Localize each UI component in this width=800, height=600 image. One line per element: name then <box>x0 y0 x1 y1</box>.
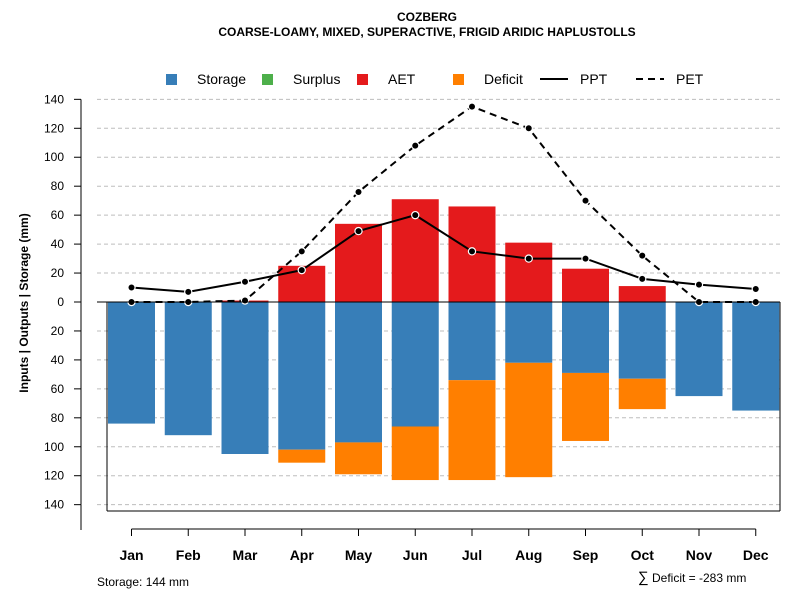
y-tick-label: 20 <box>51 266 65 280</box>
axes: 140 120 100 80 60 40 20 0 20 40 60 80 100 120 140 Jan Fe… <box>44 92 781 563</box>
bars <box>108 199 780 481</box>
x-tick-label: Apr <box>290 547 315 563</box>
pet-point <box>467 102 477 111</box>
storage-bar <box>618 302 666 379</box>
pet-point <box>638 251 647 260</box>
storage-bar <box>732 302 780 411</box>
storage-bar <box>164 302 212 436</box>
storage-bar <box>391 302 439 427</box>
x-tick-label: Aug <box>515 547 542 563</box>
x-tick-label: May <box>345 547 372 563</box>
pet-point <box>240 296 250 305</box>
x-tick-label: Sep <box>573 547 599 563</box>
legend-aet-label: AET <box>388 71 416 87</box>
y-tick-label: 100 <box>44 440 64 454</box>
ppt-point <box>297 265 306 275</box>
aet-bar <box>562 268 609 302</box>
legend-pet-label: PET <box>676 71 704 87</box>
x-tick-label: Jan <box>119 547 143 563</box>
pet-point <box>354 187 363 197</box>
ppt-point <box>524 254 533 263</box>
aet-bar <box>505 242 553 302</box>
storage-bar <box>675 302 723 397</box>
x-tick-label: Mar <box>233 547 258 563</box>
legend-surplus-swatch <box>262 74 273 85</box>
legend: Storage Surplus AET Deficit PPT PET <box>166 71 704 87</box>
y-tick-label: 120 <box>44 469 64 483</box>
storage-footer: Storage: 144 mm <box>97 575 189 589</box>
y-tick-label: 120 <box>44 121 64 135</box>
ppt-point <box>467 247 477 256</box>
x-tick-label: Jun <box>403 547 428 563</box>
pet-point <box>411 141 420 150</box>
y-tick-label: 0 <box>57 295 64 309</box>
x-tick-label: Nov <box>686 547 713 563</box>
legend-surplus-label: Surplus <box>293 71 340 87</box>
storage-bar <box>221 302 269 454</box>
deficit-bar <box>391 426 439 481</box>
storage-bar <box>505 302 553 363</box>
sum-symbol: ∑ <box>638 569 649 586</box>
y-tick-label: 60 <box>51 208 65 222</box>
storage-bar <box>335 302 382 443</box>
chart-subtitle: COARSE-LOAMY, MIXED, SUPERACTIVE, FRIGID… <box>218 25 635 39</box>
storage-bar <box>278 302 326 450</box>
y-tick-label: 40 <box>51 353 65 367</box>
storage-bar <box>562 302 609 373</box>
pet-line <box>131 105 756 303</box>
ppt-point <box>638 274 647 284</box>
ppt-point <box>581 254 590 263</box>
storage-bar <box>448 302 496 381</box>
legend-deficit-swatch <box>453 74 464 85</box>
y-tick-label: 40 <box>51 237 65 251</box>
ppt-point <box>127 283 136 292</box>
storage-bar <box>108 302 155 424</box>
ppt-point <box>354 226 363 236</box>
x-tick-label: Oct <box>631 547 655 563</box>
deficit-bar <box>505 362 553 478</box>
y-tick-label: 60 <box>51 382 65 396</box>
lines <box>127 102 760 307</box>
x-tick-label: Feb <box>176 547 201 563</box>
ppt-line <box>131 214 756 293</box>
x-tick-label: Jul <box>462 547 482 563</box>
chart-title: COZBERG <box>397 10 457 24</box>
legend-deficit-label: Deficit <box>484 71 523 87</box>
y-tick-label: 100 <box>44 150 64 164</box>
ppt-point <box>184 287 193 297</box>
x-tick-label: Dec <box>743 547 769 563</box>
pet-point <box>524 124 533 133</box>
deficit-footer: Deficit = -283 mm <box>652 571 746 585</box>
deficit-bar <box>618 378 666 410</box>
ppt-point <box>751 284 760 294</box>
y-tick-label: 80 <box>51 179 65 193</box>
deficit-bar <box>335 442 382 475</box>
y-tick-label: 140 <box>44 498 64 512</box>
ppt-point <box>694 280 704 289</box>
y-tick-label: 20 <box>51 324 65 338</box>
y-tick-label: 80 <box>51 411 65 425</box>
deficit-bar <box>278 449 326 463</box>
aet-bar <box>618 286 666 302</box>
y-tick-label: 140 <box>44 92 64 106</box>
ppt-point <box>411 210 420 220</box>
aet-bar <box>335 223 382 302</box>
y-axis-label: Inputs | Outputs | Storage (mm) <box>17 213 31 392</box>
pet-point <box>297 247 306 256</box>
legend-storage-swatch <box>166 74 177 85</box>
pet-point <box>581 196 590 205</box>
deficit-bar <box>448 380 496 481</box>
legend-storage-label: Storage <box>197 71 246 87</box>
ppt-point <box>240 277 250 286</box>
legend-ppt-label: PPT <box>580 71 608 87</box>
deficit-bar <box>562 372 609 441</box>
legend-aet-swatch <box>357 74 368 85</box>
